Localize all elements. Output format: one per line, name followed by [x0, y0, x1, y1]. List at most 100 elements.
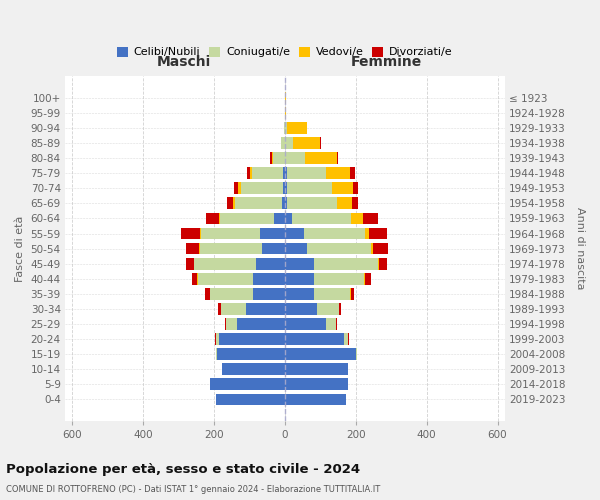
- Bar: [284, 122, 285, 134]
- Bar: [285, 198, 287, 209]
- Bar: [287, 168, 326, 179]
- Bar: [352, 198, 358, 209]
- Bar: [285, 92, 286, 104]
- Bar: [211, 288, 253, 300]
- Bar: [326, 168, 350, 179]
- Bar: [285, 152, 305, 164]
- Bar: [285, 242, 307, 254]
- Bar: [274, 212, 285, 224]
- Bar: [260, 228, 285, 239]
- Bar: [285, 168, 287, 179]
- Bar: [365, 273, 371, 284]
- Bar: [351, 288, 355, 300]
- Bar: [281, 137, 285, 149]
- Bar: [217, 348, 285, 360]
- Bar: [191, 273, 197, 284]
- Bar: [262, 242, 285, 254]
- Bar: [285, 378, 348, 390]
- Bar: [220, 212, 274, 224]
- Bar: [186, 258, 194, 270]
- Bar: [285, 107, 286, 118]
- Bar: [198, 273, 253, 284]
- Bar: [200, 242, 262, 254]
- Bar: [369, 228, 387, 239]
- Bar: [371, 242, 373, 254]
- Bar: [218, 303, 221, 315]
- Bar: [320, 137, 321, 149]
- Bar: [285, 258, 314, 270]
- Bar: [285, 137, 293, 149]
- Bar: [226, 318, 237, 330]
- Bar: [332, 182, 353, 194]
- Bar: [285, 303, 317, 315]
- Bar: [326, 318, 335, 330]
- Bar: [287, 182, 332, 194]
- Bar: [337, 198, 352, 209]
- Text: COMUNE DI ROTTOFRENO (PC) - Dati ISTAT 1° gennaio 2024 - Elaborazione TUTTITALIA: COMUNE DI ROTTOFRENO (PC) - Dati ISTAT 1…: [6, 485, 380, 494]
- Bar: [379, 258, 387, 270]
- Bar: [305, 152, 337, 164]
- Bar: [221, 303, 246, 315]
- Bar: [293, 137, 320, 149]
- Bar: [283, 168, 285, 179]
- Bar: [199, 242, 200, 254]
- Text: Maschi: Maschi: [157, 56, 211, 70]
- Bar: [253, 273, 285, 284]
- Bar: [194, 258, 256, 270]
- Bar: [317, 303, 340, 315]
- Bar: [197, 273, 198, 284]
- Bar: [285, 122, 287, 134]
- Bar: [202, 228, 260, 239]
- Bar: [185, 242, 199, 254]
- Bar: [227, 198, 233, 209]
- Bar: [253, 288, 285, 300]
- Y-axis label: Fasce di età: Fasce di età: [15, 216, 25, 282]
- Bar: [285, 228, 304, 239]
- Bar: [350, 168, 355, 179]
- Text: Popolazione per età, sesso e stato civile - 2024: Popolazione per età, sesso e stato civil…: [6, 462, 360, 475]
- Bar: [314, 288, 350, 300]
- Bar: [252, 168, 283, 179]
- Bar: [237, 318, 285, 330]
- Bar: [200, 228, 202, 239]
- Bar: [314, 273, 364, 284]
- Bar: [292, 212, 352, 224]
- Bar: [211, 378, 285, 390]
- Bar: [246, 303, 285, 315]
- Bar: [350, 288, 351, 300]
- Bar: [221, 364, 285, 375]
- Bar: [283, 182, 285, 194]
- Y-axis label: Anni di nascita: Anni di nascita: [575, 208, 585, 290]
- Bar: [353, 182, 358, 194]
- Bar: [247, 168, 250, 179]
- Bar: [225, 318, 226, 330]
- Bar: [235, 198, 282, 209]
- Bar: [285, 318, 326, 330]
- Bar: [340, 303, 341, 315]
- Legend: Celibi/Nubili, Coniugati/e, Vedovi/e, Divorziati/e: Celibi/Nubili, Coniugati/e, Vedovi/e, Di…: [113, 42, 457, 62]
- Bar: [285, 182, 287, 194]
- Bar: [219, 333, 285, 345]
- Bar: [285, 394, 346, 406]
- Bar: [287, 198, 337, 209]
- Bar: [337, 152, 338, 164]
- Bar: [285, 273, 314, 284]
- Bar: [234, 182, 238, 194]
- Bar: [256, 258, 285, 270]
- Bar: [285, 364, 348, 375]
- Bar: [282, 198, 285, 209]
- Bar: [314, 258, 379, 270]
- Text: Femmine: Femmine: [350, 56, 422, 70]
- Bar: [285, 333, 344, 345]
- Bar: [287, 122, 307, 134]
- Bar: [272, 152, 274, 164]
- Bar: [365, 228, 369, 239]
- Bar: [356, 348, 357, 360]
- Bar: [206, 212, 218, 224]
- Bar: [205, 288, 209, 300]
- Bar: [218, 212, 220, 224]
- Bar: [217, 394, 285, 406]
- Bar: [233, 198, 235, 209]
- Bar: [270, 152, 272, 164]
- Bar: [181, 228, 200, 239]
